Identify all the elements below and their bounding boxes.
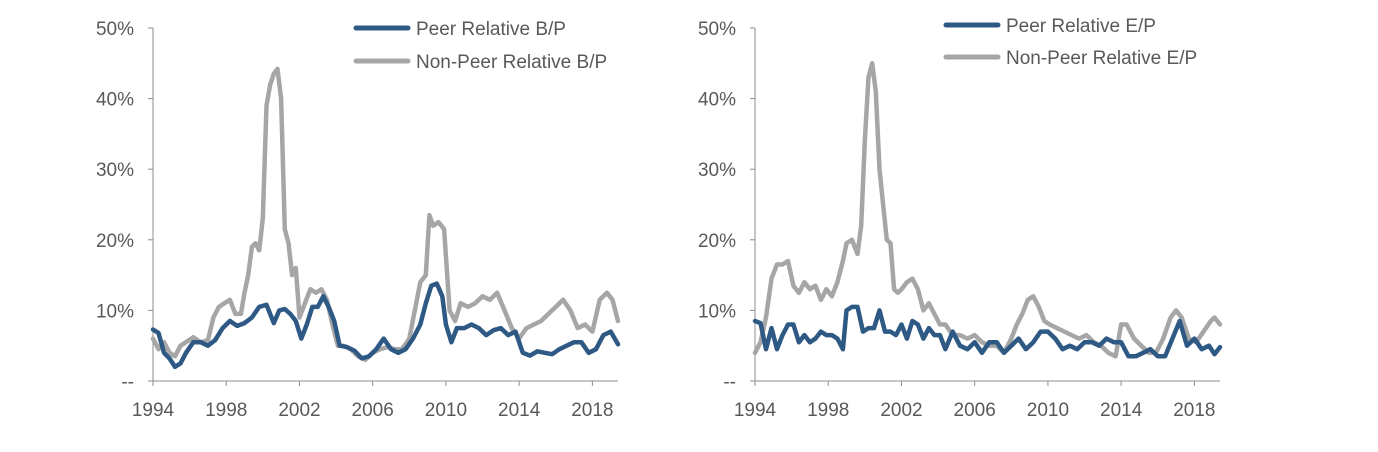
x-tick-label: 2018 [1173,400,1215,421]
y-tick-label: 10% [698,301,736,322]
series-line-peer [150,281,621,370]
x-tick-label: 2002 [880,400,922,421]
x-tick-label: 2018 [571,400,613,421]
x-tick-label: 2006 [954,400,996,421]
y-tick-label: 50% [96,19,134,40]
x-tick-label: 1994 [132,400,175,421]
y-tick-label: 20% [698,231,736,252]
series-line-non-peer [752,61,1223,359]
y-tick-label: 10% [96,301,134,322]
chart-peer-relative-ep: -- 10% 20% 30% 40% 50% 1994 1998 2002 2006 2010 201… [698,16,1223,421]
x-tick-label: 1998 [205,400,247,421]
y-tick-label: -- [723,372,736,393]
x-tick-label: 1994 [734,400,777,421]
y-tick-label: -- [121,372,134,393]
series-line-peer [752,304,1223,359]
chart-peer-relative-bp: -- 10% 20% 30% 40% 50% 1994 1998 2002 2006 2010 201… [96,19,621,421]
legend-label: Non-Peer Relative B/P [416,52,607,73]
x-tick-label: 2014 [498,400,541,421]
legend-label: Peer Relative E/P [1006,16,1156,37]
y-tick-label: 30% [698,160,736,181]
y-tick-label: 40% [96,90,134,111]
x-tick-label: 2006 [352,400,394,421]
x-tick-label: 2010 [425,400,467,421]
x-tick-label: 2010 [1027,400,1069,421]
x-tick-label: 2002 [278,400,320,421]
y-tick-label: 50% [698,19,736,40]
y-tick-label: 40% [698,90,736,111]
y-tick-label: 30% [96,160,134,181]
legend-label: Non-Peer Relative E/P [1006,48,1197,69]
series-line-non-peer [150,66,621,363]
y-tick-label: 20% [96,231,134,252]
x-tick-label: 1998 [807,400,849,421]
x-tick-label: 2014 [1100,400,1143,421]
legend-label: Peer Relative B/P [416,19,566,40]
